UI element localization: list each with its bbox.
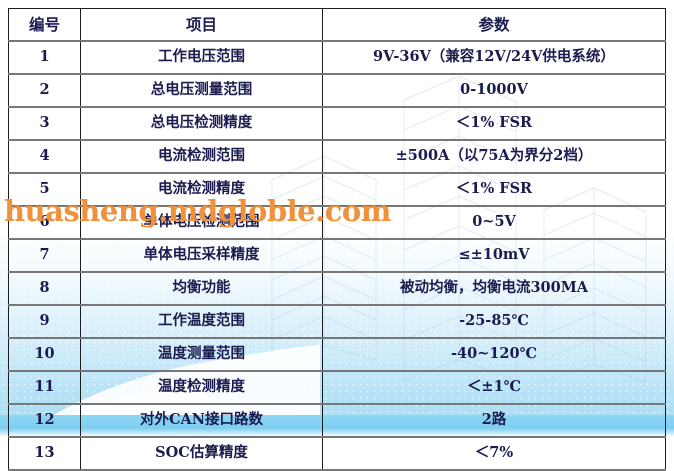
cell-param: 被动均衡，均衡电流300MA [322,271,666,306]
cell-item: 温度测量范围 [80,337,323,372]
cell-param: -40~120℃ [322,337,666,372]
table-row: 4 电流检测范围 ±500A（以75A为界分2档） [8,139,666,174]
cell-item: 单体电压检测范围 [80,205,323,240]
table-row: 1 工作电压范围 9V-36V（兼容12V/24V供电系统） [8,40,666,75]
cell-param: ＜1% FSR [322,106,666,141]
cell-no: 6 [8,205,81,240]
cell-param: 2路 [322,403,666,438]
table-row: 5 电流检测精度 ＜1% FSR [8,172,666,207]
cell-param: ±500A（以75A为界分2档） [322,139,666,174]
cell-no: 7 [8,238,81,273]
table-row: 9 工作温度范围 -25-85℃ [8,304,666,339]
specification-table: 编号 项目 参数 1 工作电压范围 9V-36V（兼容12V/24V供电系统） … [8,8,666,471]
cell-item: 电流检测范围 [80,139,323,174]
cell-no: 10 [8,337,81,372]
table-row: 2 总电压测量范围 0-1000V [8,73,666,108]
cell-param: ≤±10mV [322,238,666,273]
table-row: 8 均衡功能 被动均衡，均衡电流300MA [8,271,666,306]
cell-item: 工作温度范围 [80,304,323,339]
table-row: 6 单体电压检测范围 0~5V [8,205,666,240]
cell-param: 9V-36V（兼容12V/24V供电系统） [322,40,666,75]
cell-no: 12 [8,403,81,438]
table-row: 11 温度检测精度 ＜±1℃ [8,370,666,405]
table-row: 13 SOC估算精度 ＜7% [8,436,666,471]
cell-no: 11 [8,370,81,405]
cell-item: 均衡功能 [80,271,323,306]
cell-item: 总电压检测精度 [80,106,323,141]
cell-no: 2 [8,73,81,108]
cell-no: 3 [8,106,81,141]
cell-param: -25-85℃ [322,304,666,339]
cell-item: 对外CAN接口路数 [80,403,323,438]
table-row: 3 总电压检测精度 ＜1% FSR [8,106,666,141]
header-cell-item: 项目 [80,8,323,42]
table-body: 1 工作电压范围 9V-36V（兼容12V/24V供电系统） 2 总电压测量范围… [8,40,666,471]
cell-item: 单体电压采样精度 [80,238,323,273]
cell-item: 工作电压范围 [80,40,323,75]
cell-param: 0-1000V [322,73,666,108]
cell-param: ＜7% [322,436,666,471]
table-row: 7 单体电压采样精度 ≤±10mV [8,238,666,273]
table-header-row: 编号 项目 参数 [8,8,666,42]
cell-no: 8 [8,271,81,306]
table-row: 10 温度测量范围 -40~120℃ [8,337,666,372]
cell-param: 0~5V [322,205,666,240]
cell-no: 13 [8,436,81,471]
cell-item: 温度检测精度 [80,370,323,405]
header-cell-param: 参数 [322,8,666,42]
header-cell-no: 编号 [8,8,81,42]
cell-no: 4 [8,139,81,174]
cell-item: 总电压测量范围 [80,73,323,108]
cell-item: SOC估算精度 [80,436,323,471]
cell-no: 5 [8,172,81,207]
cell-item: 电流检测精度 [80,172,323,207]
cell-param: ＜1% FSR [322,172,666,207]
cell-param: ＜±1℃ [322,370,666,405]
specification-table-container: 编号 项目 参数 1 工作电压范围 9V-36V（兼容12V/24V供电系统） … [8,8,666,471]
table-row: 12 对外CAN接口路数 2路 [8,403,666,438]
cell-no: 1 [8,40,81,75]
cell-no: 9 [8,304,81,339]
